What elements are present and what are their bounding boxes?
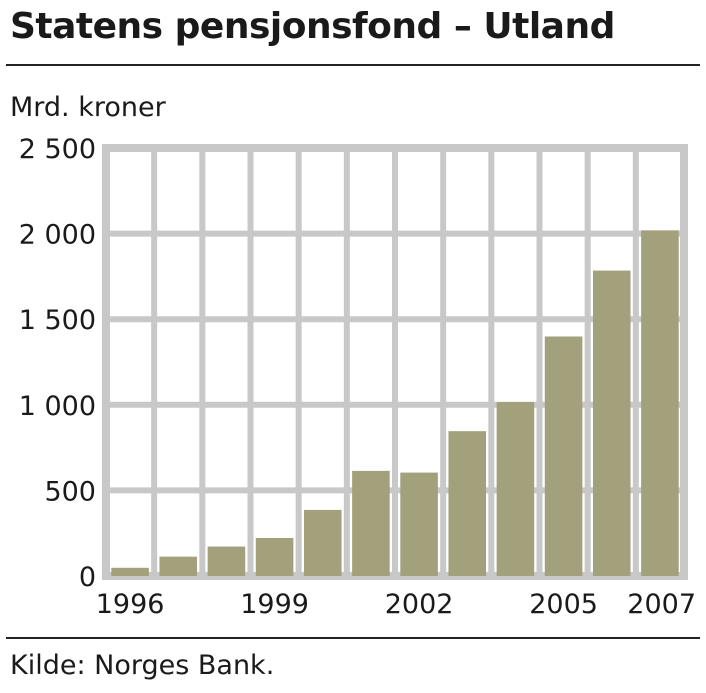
y-tick-label: 0 (79, 562, 96, 593)
bar-2004 (496, 402, 535, 576)
y-tick-label: 1 500 (19, 305, 96, 336)
y-tick-label: 2 500 (19, 134, 96, 165)
bars (111, 230, 679, 576)
bar-2005 (544, 336, 583, 576)
y-axis-label: Mrd. kroner (10, 92, 166, 123)
bar-2003 (448, 431, 487, 576)
bar-2002 (400, 472, 438, 576)
bar-2007 (641, 230, 679, 576)
bar-2001 (352, 470, 390, 576)
y-tick-label: 1 000 (19, 391, 96, 422)
bar-1997 (159, 556, 198, 576)
x-tick-labels: 1996 1999 2002 2005 2007 (96, 589, 696, 620)
source-divider (6, 637, 700, 639)
title-divider (6, 64, 700, 66)
x-tick-label: 2002 (385, 589, 454, 620)
grid (102, 144, 688, 580)
bar-2000 (303, 509, 342, 576)
source-note: Kilde: Norges Bank. (10, 650, 275, 681)
bar-2006 (592, 270, 631, 576)
y-tick-label: 500 (44, 476, 96, 507)
bar-chart: 0 500 1 000 1 500 2 000 2 500 1996 1999 2002 200… (19, 134, 696, 620)
y-tick-labels: 0 500 1 000 1 500 2 000 2 500 (19, 134, 96, 593)
x-tick-label: 1999 (240, 589, 309, 620)
bar-1996 (111, 567, 149, 576)
x-tick-label: 2007 (627, 589, 696, 620)
x-tick-label: 2005 (529, 589, 598, 620)
bar-1998 (207, 546, 246, 576)
bar-1999 (255, 537, 294, 576)
x-tick-label: 1996 (96, 589, 165, 620)
y-tick-label: 2 000 (19, 220, 96, 251)
chart-title: Statens pensjonsfond – Utland (10, 6, 615, 47)
